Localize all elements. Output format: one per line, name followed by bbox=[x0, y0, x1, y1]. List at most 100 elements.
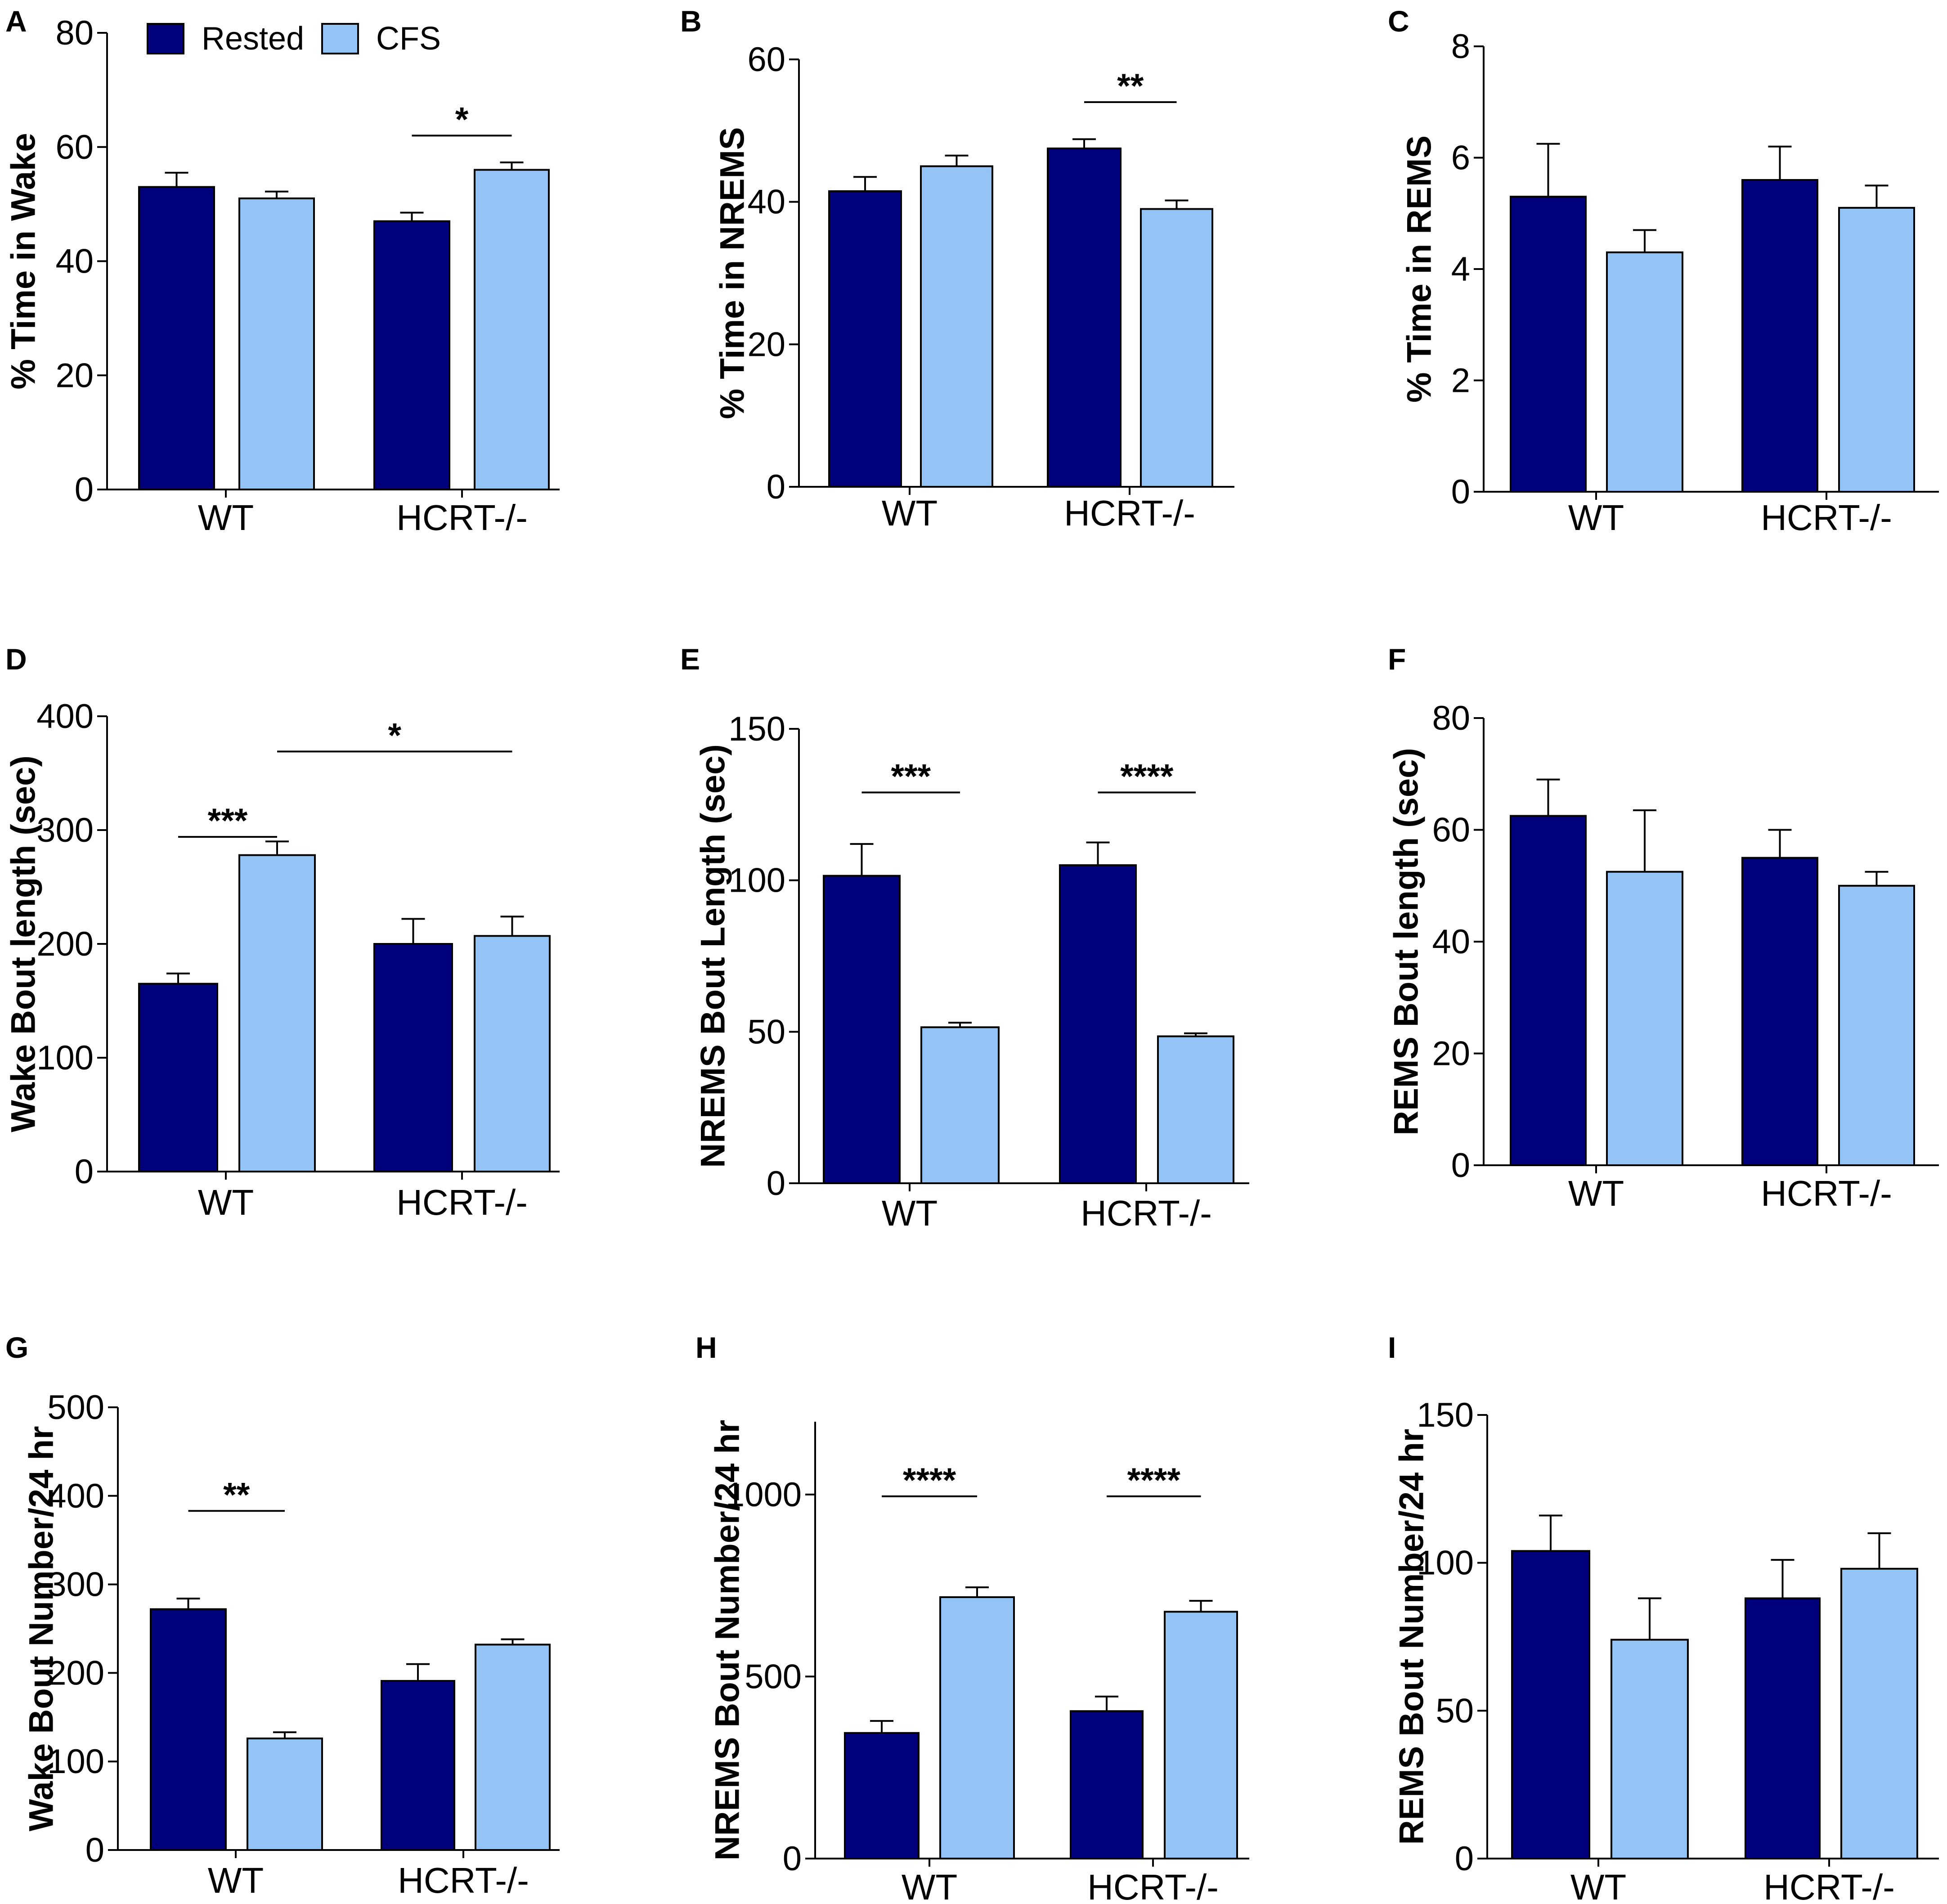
bar-rested-wt bbox=[823, 875, 901, 1184]
bar-cfs-wt bbox=[939, 1596, 1015, 1859]
y-tick-label: 40 bbox=[747, 183, 785, 221]
panel-letter: C bbox=[1388, 4, 1409, 38]
bar-cfs-wt bbox=[247, 1738, 323, 1851]
bar-rested-wt bbox=[844, 1732, 920, 1859]
bar-rested-wt bbox=[138, 186, 215, 490]
y-tick-label: 400 bbox=[36, 697, 94, 736]
bar-cfs-wt bbox=[1606, 871, 1683, 1166]
y-tick-label: 0 bbox=[75, 1153, 94, 1191]
y-tick-label: 40 bbox=[1432, 923, 1470, 961]
panel-b: B 0 20 40 60 WT HCRT-/- % Time in NREMS ** bbox=[680, 4, 1234, 533]
bar-rested-wt bbox=[150, 1608, 227, 1851]
bar-rested-hcrt bbox=[1059, 864, 1137, 1184]
x-category-label: WT bbox=[198, 498, 254, 538]
y-tick-label: 0 bbox=[767, 1164, 785, 1203]
y-tick-label: 60 bbox=[747, 40, 785, 79]
x-category-label: HCRT-/- bbox=[1087, 1867, 1219, 1904]
panel-letter: H bbox=[695, 1331, 717, 1364]
bar-rested-hcrt bbox=[1070, 1710, 1144, 1860]
x-category-label: HCRT-/- bbox=[396, 1182, 528, 1222]
y-tick-label: 0 bbox=[1451, 1146, 1470, 1185]
significance-label: * bbox=[388, 716, 401, 754]
panel-f: F 0 20 40 60 80 WT HCRT-/- REMS Bout length (sec… bbox=[1387, 642, 1939, 1213]
x-category-label: WT bbox=[882, 493, 938, 533]
significance-label: ** bbox=[223, 1476, 250, 1514]
y-axis-title: Wake Bout length (sec) bbox=[4, 755, 43, 1132]
y-tick-label: 20 bbox=[55, 356, 94, 395]
y-tick-label: 20 bbox=[747, 325, 785, 364]
legend-swatch-rested bbox=[147, 23, 184, 54]
bar-rested-hcrt bbox=[1745, 1597, 1821, 1859]
legend-label-cfs: CFS bbox=[376, 21, 441, 57]
bar-cfs-wt bbox=[1611, 1639, 1689, 1859]
y-tick-label: 100 bbox=[1417, 1544, 1474, 1582]
y-tick-label: 100 bbox=[36, 1039, 94, 1077]
x-category-label: HCRT-/- bbox=[1761, 498, 1892, 538]
bar-rested-hcrt bbox=[1047, 147, 1122, 488]
y-tick-label: 100 bbox=[47, 1742, 104, 1781]
y-tick-label: 500 bbox=[745, 1657, 802, 1696]
y-tick-label: 50 bbox=[747, 1013, 785, 1051]
y-tick-label: 0 bbox=[1451, 473, 1470, 511]
panel-e: E 0 50 100 150 WT HCRT-/- NREMS Bout Length (se… bbox=[680, 642, 1249, 1233]
x-category-label: WT bbox=[882, 1193, 938, 1233]
bar-cfs-hcrt bbox=[1164, 1611, 1238, 1859]
y-tick-label: 2 bbox=[1451, 362, 1470, 400]
bar-rested-wt bbox=[828, 190, 902, 488]
legend-label-rested: Rested bbox=[202, 21, 304, 57]
panel-c: C 0 2 4 6 8 WT HCRT-/- % Time in REMS bbox=[1388, 4, 1939, 538]
bar-cfs-hcrt bbox=[1838, 207, 1915, 493]
significance-label: *** bbox=[208, 802, 248, 840]
x-category-label: WT bbox=[198, 1182, 254, 1222]
y-tick-label: 0 bbox=[767, 468, 785, 506]
bar-cfs-wt bbox=[238, 197, 315, 490]
panel-letter: A bbox=[5, 4, 27, 38]
y-tick-label: 50 bbox=[1436, 1692, 1474, 1730]
x-category-label: HCRT-/- bbox=[1081, 1193, 1212, 1233]
x-category-label: HCRT-/- bbox=[1761, 1173, 1892, 1213]
significance-label: **** bbox=[1127, 1461, 1181, 1500]
bar-cfs-hcrt bbox=[474, 935, 551, 1173]
panel-g: G 0 100 200 300 400 500 WT HCRT-/- Wake Bout Numb… bbox=[5, 1331, 560, 1900]
bar-rested-hcrt bbox=[381, 1680, 455, 1851]
y-tick-label: 20 bbox=[1432, 1035, 1470, 1073]
x-category-label: HCRT-/- bbox=[396, 498, 528, 538]
panel-a: A 0 20 40 60 80 WT HCRT-/- % Time in Wake * bbox=[4, 4, 560, 538]
significance-label: ** bbox=[1117, 67, 1144, 105]
y-tick-label: 40 bbox=[55, 242, 94, 281]
y-tick-label: 0 bbox=[75, 471, 94, 509]
y-tick-label: 300 bbox=[47, 1566, 104, 1604]
significance-label: **** bbox=[1120, 757, 1174, 795]
y-axis-title: % Time in Wake bbox=[4, 133, 43, 389]
legend: Rested CFS bbox=[147, 21, 441, 57]
y-tick-label: 60 bbox=[1432, 811, 1470, 849]
x-category-label: WT bbox=[208, 1860, 264, 1900]
x-category-label: HCRT-/- bbox=[398, 1860, 529, 1900]
y-tick-label: 8 bbox=[1451, 27, 1470, 66]
bar-rested-wt bbox=[1511, 1550, 1590, 1859]
bar-rested-wt bbox=[1510, 196, 1587, 493]
bar-rested-hcrt bbox=[1741, 857, 1818, 1166]
y-tick-label: 1000 bbox=[726, 1476, 802, 1514]
x-category-label: HCRT-/- bbox=[1064, 493, 1195, 533]
panel-letter: D bbox=[5, 642, 27, 676]
x-category-label: WT bbox=[902, 1867, 957, 1904]
y-tick-label: 80 bbox=[1432, 699, 1470, 737]
bar-cfs-hcrt bbox=[475, 1644, 551, 1851]
y-tick-label: 4 bbox=[1451, 250, 1470, 288]
panel-letter: E bbox=[680, 642, 700, 676]
x-category-label: WT bbox=[1568, 1173, 1624, 1213]
bar-cfs-wt bbox=[238, 854, 316, 1173]
bar-cfs-hcrt bbox=[1838, 885, 1915, 1166]
bar-rested-hcrt bbox=[1741, 179, 1818, 493]
x-category-label: WT bbox=[1570, 1867, 1626, 1904]
legend-swatch-cfs bbox=[321, 23, 359, 54]
y-tick-label: 500 bbox=[47, 1388, 104, 1427]
panel-letter: G bbox=[5, 1331, 28, 1364]
y-axis-title: REMS Bout Number/24 hr bbox=[1393, 1429, 1431, 1845]
bar-cfs-wt bbox=[1606, 251, 1683, 493]
y-tick-label: 100 bbox=[728, 862, 785, 900]
x-category-label: HCRT-/- bbox=[1763, 1867, 1895, 1904]
significance-label: * bbox=[455, 100, 469, 139]
